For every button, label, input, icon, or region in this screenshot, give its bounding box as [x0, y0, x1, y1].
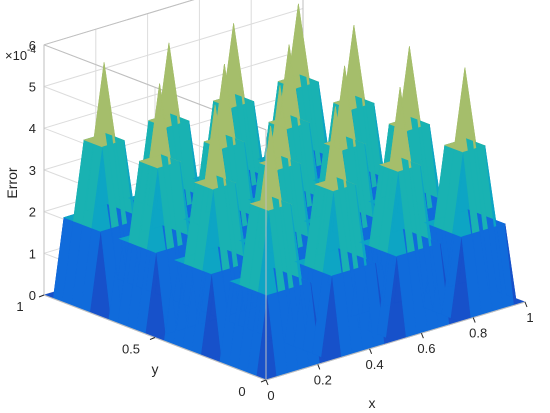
z-tick-label: 3 — [29, 163, 36, 178]
pane-edge — [43, 0, 195, 46]
x-tick-mark — [265, 379, 269, 386]
x-tick-label: 0.4 — [366, 357, 384, 372]
x-tick-label: 0.2 — [314, 372, 332, 387]
y-tick-label: 0 — [238, 384, 245, 399]
y-tick-label: 0.5 — [122, 342, 140, 357]
z-exponent-label: ×10 -4 — [5, 45, 36, 63]
z-tick-label: 2 — [29, 205, 36, 220]
y-axis-label: y — [152, 361, 159, 377]
x-tick-mark — [317, 364, 321, 370]
x-axis-label: x — [369, 395, 376, 411]
x-tick-label: 0 — [267, 388, 274, 403]
x-tick-mark — [472, 317, 476, 323]
grid-line — [43, 8, 304, 87]
surface-plot — [43, 3, 526, 381]
x-tick-mark — [369, 348, 373, 354]
y-tick-mark — [260, 379, 267, 383]
x-tick-label: 1 — [526, 310, 533, 325]
x-tick-mark — [524, 301, 528, 308]
y-tick-mark — [149, 337, 156, 340]
x-axis-line — [265, 301, 526, 381]
z-tick-label: 4 — [29, 121, 36, 136]
z-tick-label: 0 — [29, 288, 36, 303]
y-tick-label: 1 — [16, 299, 23, 314]
z-tick-label: 6 — [29, 38, 36, 53]
z-tick-label: 5 — [29, 80, 36, 95]
y-tick-mark — [38, 294, 45, 298]
z-tick-label: 1 — [29, 246, 36, 261]
x-tick-mark — [420, 333, 424, 339]
z-exponent-power: -4 — [27, 45, 36, 56]
z-axis-label: Error — [4, 167, 20, 198]
x-tick-label: 0.6 — [417, 341, 435, 356]
z-exponent-base: ×10 — [5, 48, 27, 63]
x-tick-label: 0.8 — [469, 326, 487, 341]
